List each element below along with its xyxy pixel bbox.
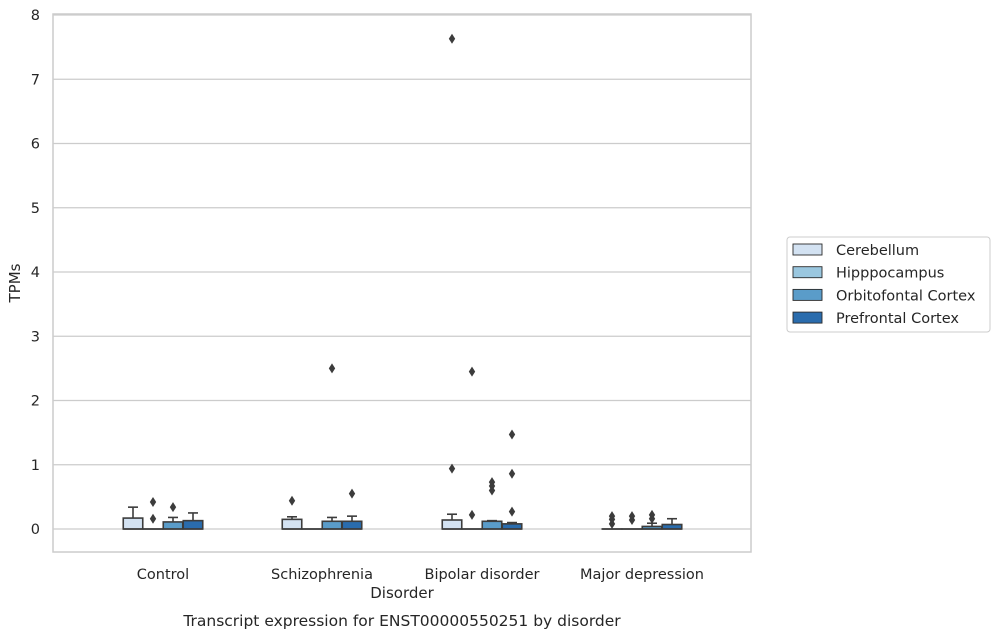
legend-label-2: Orbitofontal Cortex <box>836 288 976 304</box>
box-body <box>182 519 204 530</box>
y-axis-ticks: 0 1 2 3 4 5 6 7 8 <box>31 8 40 538</box>
outlier-point-0 <box>348 488 356 499</box>
outlier-point-1 <box>468 509 476 520</box>
x-tick-label-0: Control <box>137 567 189 583</box>
x-axis-ticks: Control Schizophrenia Bipolar disorder Majo… <box>137 567 704 583</box>
box-2-1 <box>321 363 343 530</box>
box-0-3 <box>601 511 623 530</box>
y-axis-label: TPMs <box>6 263 24 303</box>
outlier-point-1 <box>508 468 516 479</box>
box-1-0 <box>142 497 164 530</box>
legend-swatch-3 <box>792 311 823 324</box>
box-body <box>341 520 363 530</box>
legend-label-1: Hipppocampus <box>836 266 944 282</box>
outlier-point-2 <box>508 506 516 517</box>
box-body <box>441 519 463 530</box>
legend-label-3: Prefrontal Cortex <box>836 311 959 327</box>
plot-area <box>122 33 683 530</box>
y-tick-label-2: 2 <box>31 394 40 410</box>
y-tick-label-0: 0 <box>31 522 40 538</box>
y-tick-label-7: 7 <box>31 72 40 88</box>
legend: Cerebellum Hipppocampus Orbitofontal Corte… <box>786 236 991 333</box>
outlier-point-2 <box>488 485 496 496</box>
box-body <box>321 520 343 530</box>
box-body <box>481 520 503 530</box>
box-0-1 <box>281 495 303 530</box>
outlier-point-0 <box>149 497 157 508</box>
outlier-point-0 <box>468 366 476 377</box>
outlier-point-1 <box>149 513 157 524</box>
box-3-1 <box>341 488 363 530</box>
box-3-0 <box>182 512 204 530</box>
y-tick-label-5: 5 <box>31 201 40 217</box>
box-1-3 <box>621 511 643 530</box>
box-0-2 <box>441 33 463 530</box>
outlier-point-2 <box>608 518 616 529</box>
outlier-point-0 <box>328 363 336 374</box>
box-1-2 <box>461 366 483 530</box>
y-tick-label-8: 8 <box>31 8 40 24</box>
x-tick-label-1: Schizophrenia <box>271 567 373 583</box>
box-3-2 <box>501 429 523 530</box>
y-tick-label-3: 3 <box>31 329 40 345</box>
box-body <box>122 517 144 530</box>
outlier-point-0 <box>448 33 456 44</box>
outlier-point-0 <box>288 495 296 506</box>
y-tick-label-4: 4 <box>31 265 40 281</box>
y-tick-label-6: 6 <box>31 137 40 153</box>
chart-caption: Transcript expression for ENST0000055025… <box>182 612 621 630</box>
legend-swatch-1 <box>792 266 823 279</box>
gridlines <box>53 14 751 530</box>
legend-swatch-2 <box>792 288 823 301</box>
box-3-3 <box>661 517 683 530</box>
outlier-point-0 <box>508 429 516 440</box>
outlier-point-1 <box>648 513 656 524</box>
box-0-0 <box>122 506 144 530</box>
box-2-3 <box>641 509 663 530</box>
x-tick-label-3: Major depression <box>580 567 704 583</box>
plot-frame <box>52 13 752 553</box>
y-tick-label-1: 1 <box>31 458 40 474</box>
legend-swatch-0 <box>792 243 823 256</box>
box-2-0 <box>162 502 184 530</box>
legend-frame <box>786 236 991 333</box>
box-body <box>281 518 303 530</box>
x-axis-label: Disorder <box>370 584 434 602</box>
outlier-point-1 <box>448 463 456 474</box>
box-body <box>162 521 184 530</box>
box-2-2 <box>481 477 503 530</box>
x-tick-label-2: Bipolar disorder <box>425 567 540 583</box>
outlier-point-1 <box>628 515 636 526</box>
legend-label-0: Cerebellum <box>836 243 919 259</box>
outlier-point-0 <box>169 502 177 513</box>
